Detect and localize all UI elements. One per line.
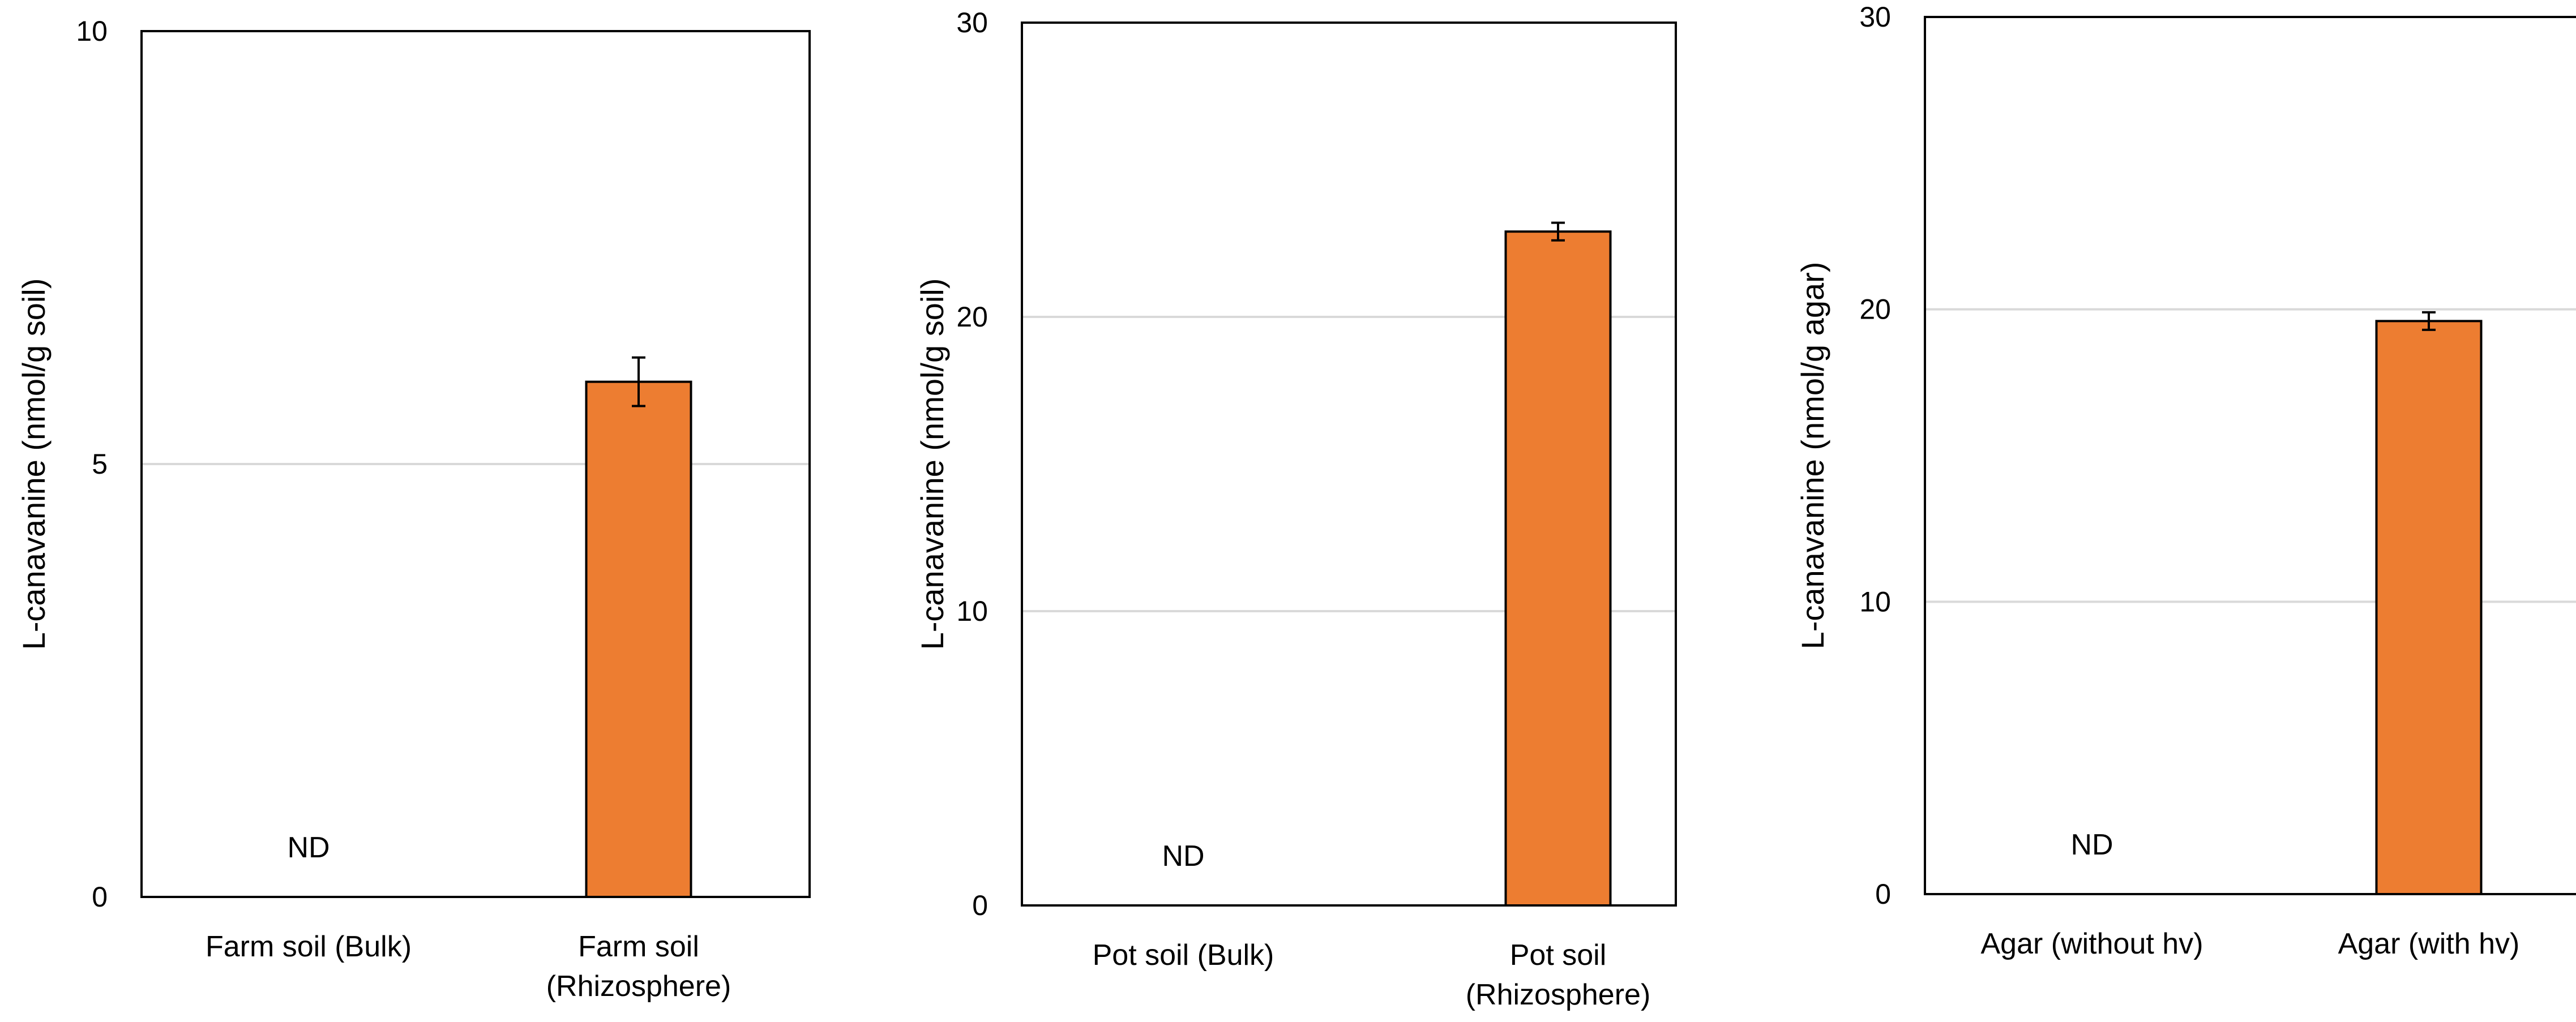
y-tick-label: 30 [1859, 1, 1891, 33]
y-tick-label: 20 [1859, 294, 1891, 325]
x-category-label-line: Pot soil (Bulk) [1093, 939, 1274, 972]
x-category-label-line: Farm soil (Bulk) [206, 930, 412, 963]
error-bar [2422, 311, 2436, 331]
x-category-label-line: (Rhizosphere) [546, 970, 731, 1003]
x-category-label-line: Pot soil [1510, 939, 1607, 972]
y-tick-label: 10 [76, 15, 108, 47]
y-tick-label: 10 [956, 595, 988, 627]
bar [585, 380, 692, 898]
chart-panel-1: ND 0 5 10 L-canavanine (nmol/g soil) Farm soi… [16, 15, 811, 1003]
nd-label: ND [1162, 840, 1204, 873]
x-category-label-line: Agar (with hv) [2338, 927, 2520, 960]
x-category-label: Farm soil (Rhizosphere) [546, 930, 731, 1003]
x-category-label: Agar (with hv) [2338, 927, 2520, 960]
plot-frame [1924, 16, 2576, 895]
bar [1504, 230, 1612, 907]
bar [2375, 320, 2483, 895]
x-category-label-line: Farm soil [578, 930, 699, 963]
x-category-label: Pot soil (Rhizosphere) [1466, 939, 1651, 1011]
y-tick-label: 0 [972, 890, 988, 921]
plot-frame [140, 30, 811, 898]
y-axis-title: L-canavanine (nmol/g soil) [16, 278, 52, 650]
error-bar [632, 356, 645, 407]
x-category-label-line: (Rhizosphere) [1466, 978, 1651, 1011]
nd-label: ND [287, 831, 330, 864]
y-tick-label: 0 [92, 881, 108, 913]
y-axis-title: L-canavanine (nmol/g soil) [914, 278, 950, 650]
x-category-label: Pot soil (Bulk) [1093, 939, 1274, 972]
error-bar [1551, 221, 1565, 242]
y-tick-label: 10 [1859, 586, 1891, 617]
chart-panel-2: ND 0 10 20 30 L-canavanine (nmol/g soil) Pot s… [914, 7, 1677, 1011]
y-axis-title: L-canavanine (nmol/g agar) [1795, 262, 1830, 650]
x-category-label: Farm soil (Bulk) [206, 930, 412, 963]
x-category-label-line: Agar (without hv) [1980, 927, 2203, 960]
chart-panel-3: ND 0 10 20 30 L-canavanine (nmol/g agar) Agar … [1795, 1, 2576, 960]
y-tick-label: 5 [92, 448, 108, 480]
plot-frame [1021, 22, 1677, 907]
y-tick-label: 30 [956, 7, 988, 38]
y-tick-label: 20 [956, 301, 988, 333]
y-tick-label: 0 [1875, 878, 1891, 910]
x-category-label: Agar (without hv) [1980, 927, 2203, 960]
nd-label: ND [2070, 828, 2113, 861]
